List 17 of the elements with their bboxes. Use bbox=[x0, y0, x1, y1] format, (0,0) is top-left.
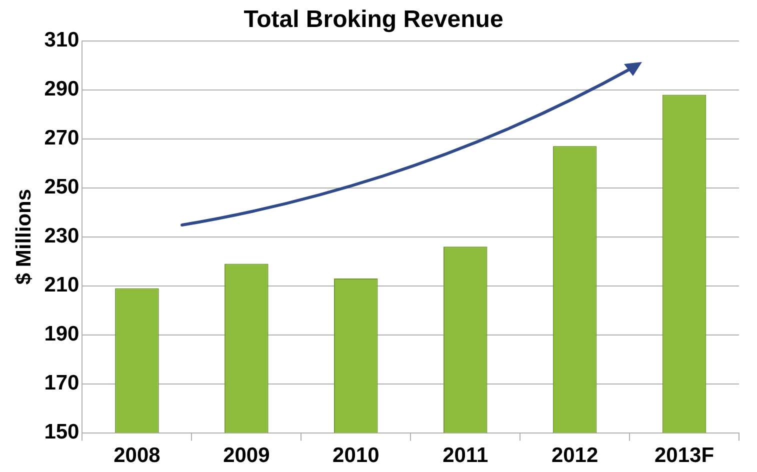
y-tick-label: 150 bbox=[44, 420, 80, 444]
y-tick-label: 310 bbox=[44, 28, 80, 52]
y-tick-label: 250 bbox=[44, 176, 80, 199]
x-tick-label: 2010 bbox=[332, 444, 380, 468]
y-tick-label: 210 bbox=[44, 274, 80, 297]
chart-title: Total Broking Revenue bbox=[244, 6, 504, 34]
x-tick-label: 2011 bbox=[442, 444, 488, 468]
y-tick-label: 290 bbox=[44, 78, 80, 101]
x-tick-label: 2013F bbox=[654, 444, 714, 468]
x-tick-label: 2012 bbox=[551, 444, 598, 468]
x-tick-label: 2008 bbox=[114, 444, 161, 468]
y-tick-label: 230 bbox=[44, 224, 80, 248]
y-axis-title: $ Millions bbox=[12, 188, 36, 285]
y-tick-label: 270 bbox=[44, 126, 80, 150]
x-tick-label: 2009 bbox=[223, 444, 270, 468]
y-tick-label: 170 bbox=[44, 372, 80, 395]
y-tick-label: 190 bbox=[44, 322, 80, 346]
